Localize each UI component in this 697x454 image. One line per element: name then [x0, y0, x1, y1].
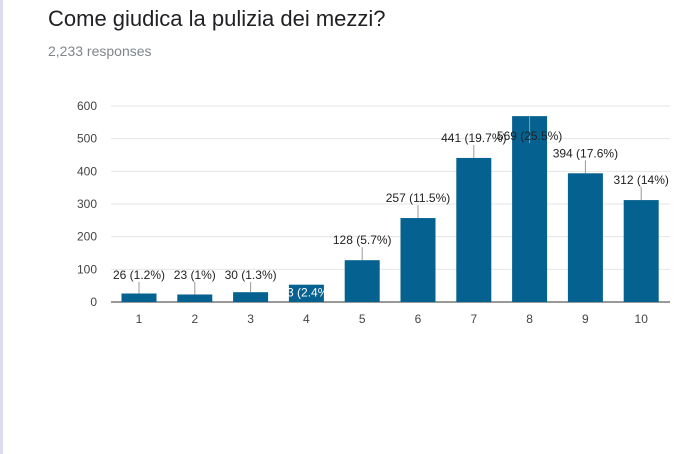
x-tick-label: 3 [247, 312, 254, 326]
bar-6 [400, 218, 436, 302]
x-tick-label: 9 [582, 312, 589, 326]
y-tick-label: 100 [77, 262, 97, 276]
bars [121, 116, 659, 302]
data-label: 394 (17.6%) [553, 146, 618, 160]
x-tick-label: 2 [191, 312, 198, 326]
y-tick-label: 200 [77, 230, 97, 244]
response-count: 2,233 responses [48, 43, 152, 59]
x-tick-label: 7 [470, 312, 477, 326]
x-tick-label: 5 [359, 312, 366, 326]
x-tick-label: 8 [526, 312, 533, 326]
y-tick-label: 0 [90, 295, 97, 309]
data-label: 441 (19.7%) [441, 131, 506, 145]
bar-5 [344, 260, 380, 302]
x-tick-label: 1 [136, 312, 143, 326]
data-labels: 26 (1.2%) 23 (1%) 30 (1.3%)53 (2.4%) 128 (5… [113, 116, 669, 300]
bar-2 [177, 294, 213, 302]
data-label: 30 (1.3%) [225, 268, 277, 282]
data-label: 26 (1.2%) [113, 268, 165, 282]
data-label: 23 (1%) [174, 268, 216, 282]
data-label: 53 (2.4%) [280, 286, 332, 300]
bar-9 [567, 173, 603, 302]
y-axis-ticks: 0 100 200 300 400 500 600 [77, 99, 97, 309]
left-edge-border [0, 0, 3, 454]
bar-4 [288, 284, 324, 302]
bar-3 [233, 292, 269, 302]
data-label: 569 (25.5%) [497, 129, 562, 143]
question-title: Come giudica la pulizia dei mezzi? [48, 6, 386, 31]
y-tick-label: 500 [77, 132, 97, 146]
x-axis-ticks: 1 2 3 4 5 6 7 8 9 10 [136, 312, 649, 326]
bar-8 [512, 116, 548, 302]
x-tick-label: 6 [415, 312, 422, 326]
y-tick-label: 600 [77, 99, 97, 113]
y-tick-label: 400 [77, 164, 97, 178]
x-tick-label: 10 [635, 312, 649, 326]
bar-10 [623, 200, 659, 302]
x-tick-label: 4 [303, 312, 310, 326]
y-tick-label: 300 [77, 197, 97, 211]
bar-1 [121, 293, 157, 302]
data-label: 312 (14%) [614, 173, 669, 187]
data-label: 128 (5.7%) [333, 233, 392, 247]
bar-7 [456, 157, 492, 302]
data-label: 257 (11.5%) [386, 191, 450, 205]
